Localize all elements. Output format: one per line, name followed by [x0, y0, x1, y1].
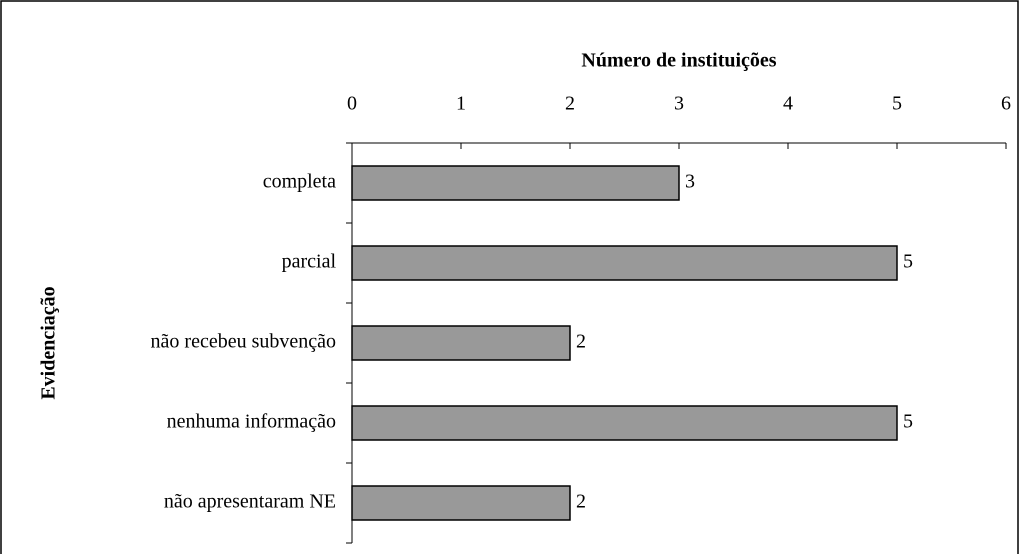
- bar: [351, 485, 571, 521]
- x-tick-label: 3: [674, 93, 684, 115]
- x-tick-label: 5: [892, 93, 902, 115]
- x-axis-title: Número de instituições: [581, 50, 776, 72]
- data-label: 5: [903, 251, 913, 273]
- x-tick-label: 6: [1001, 93, 1011, 115]
- data-label: 5: [903, 411, 913, 433]
- x-tick-label: 4: [783, 93, 793, 115]
- y-tick-label: não apresentaram NE: [164, 491, 336, 513]
- y-tick-label: nenhuma informação: [167, 411, 336, 433]
- x-tick-label: 1: [456, 93, 466, 115]
- bar: [351, 325, 571, 361]
- bar: [351, 245, 898, 281]
- data-label: 2: [576, 331, 586, 353]
- x-tick-label: 2: [565, 93, 575, 115]
- bar: [351, 165, 680, 201]
- data-label: 2: [576, 491, 586, 513]
- bar: [351, 405, 898, 441]
- y-tick-label: completa: [263, 171, 336, 193]
- x-tick-label: 0: [347, 93, 357, 115]
- y-axis-title: Evidenciação: [38, 286, 60, 399]
- data-label: 3: [685, 171, 695, 193]
- y-tick-label: parcial: [282, 251, 337, 273]
- y-tick-label: não recebeu subvenção: [151, 331, 336, 353]
